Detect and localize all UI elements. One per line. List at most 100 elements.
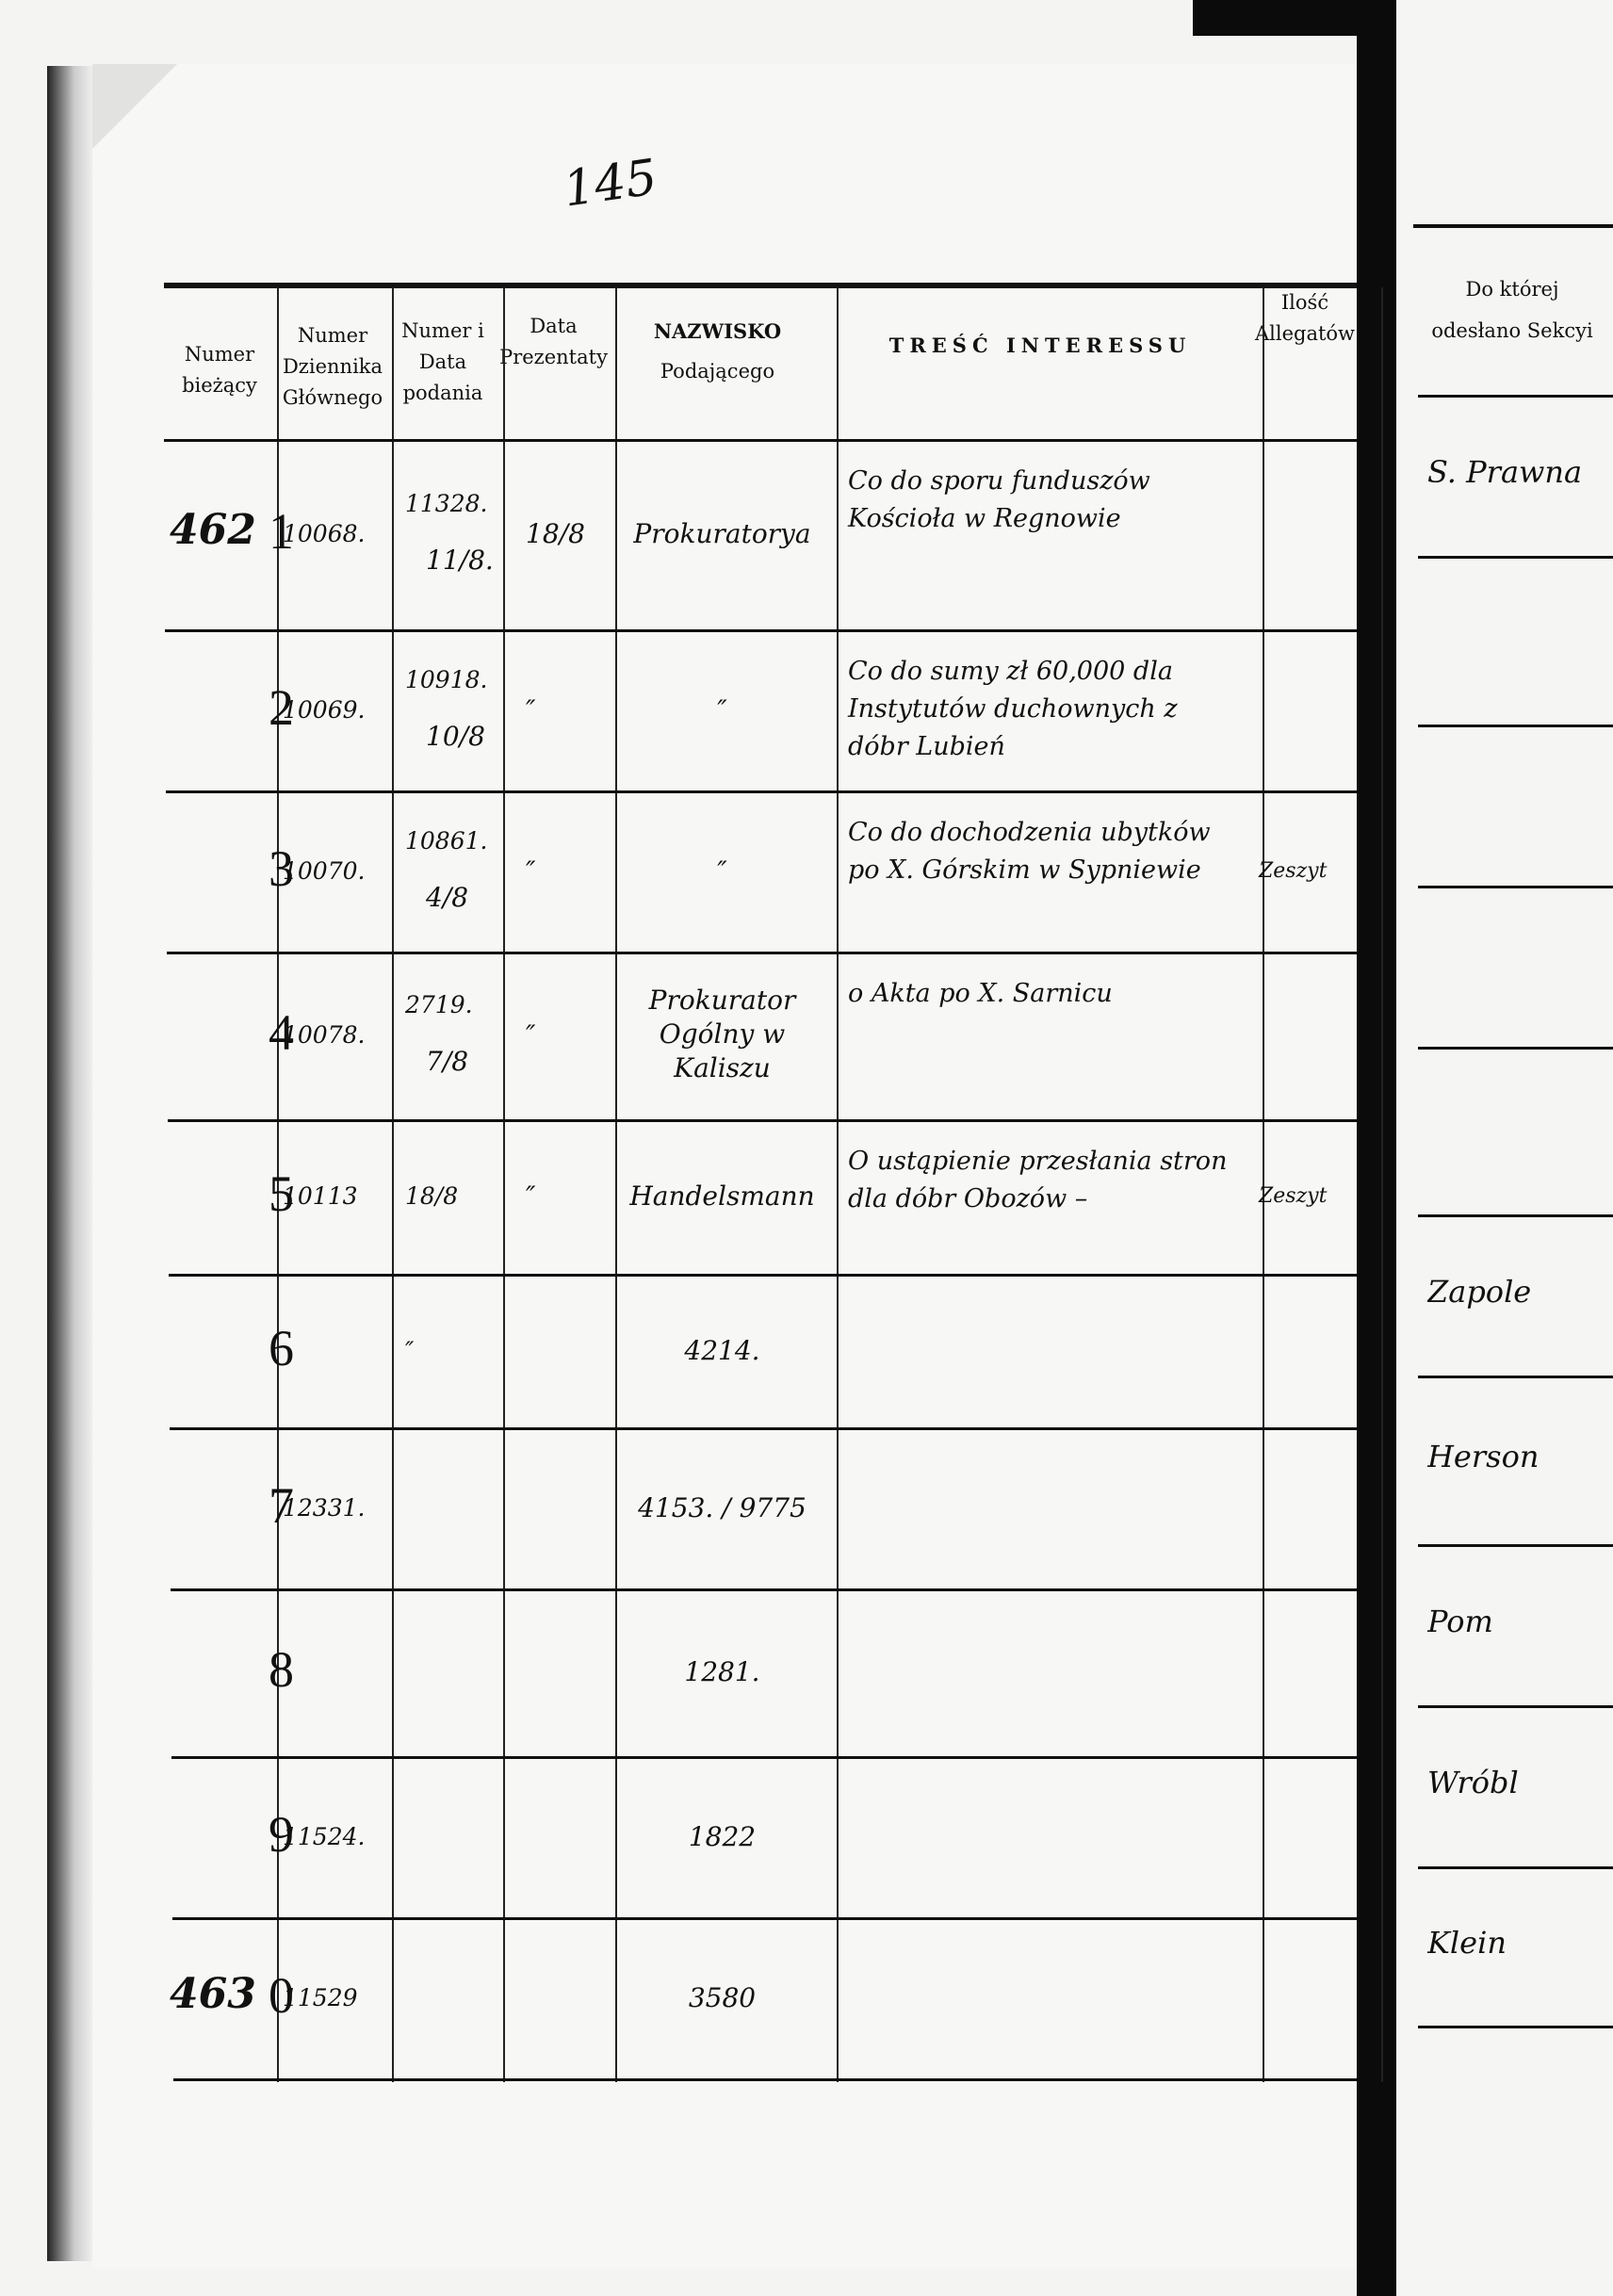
submitter-name: Handelsmann [629,1181,815,1212]
row-divider [169,1274,1357,1277]
header-nazwisko-sub: Podającego [660,360,775,383]
scan-edge [1193,0,1362,36]
register-page [92,64,1364,2269]
submission-number: 18/8 [405,1182,459,1210]
right-row-divider [1418,2026,1613,2028]
column-divider [1263,287,1264,2082]
book-spine [47,66,92,2261]
row-divider [166,790,1357,793]
submission-number: 2719. [405,991,473,1018]
row-number: 2 [269,678,294,736]
binding-gutter [1357,0,1396,2296]
attachments-count: Zeszyt [1259,858,1328,883]
submitter-name: 4153. / 9775 [638,1491,806,1523]
row-number: 9 [269,1805,294,1863]
submission-date: 7/8 [426,1046,469,1077]
row-number: 5 [269,1165,294,1222]
header-data-prezentaty: Data Prezentaty [499,315,608,368]
row-number: 6 [269,1319,294,1376]
journal-number: 11529 [283,1983,358,2011]
section-entry: Wróbl [1427,1765,1519,1799]
row-number: 4 [269,1004,294,1061]
row-number: 8 [269,1641,294,1698]
submission-number: 10861. [405,826,488,855]
column-divider [392,287,394,2082]
submitter-name: 1822 [688,1820,757,1852]
submitter-name: 4214. [684,1334,760,1366]
section-entry: Herson [1427,1439,1540,1474]
row-number: 1 [269,503,294,560]
right-row-divider [1418,886,1613,888]
right-row-divider [1418,556,1613,559]
journal-number: 12331. [283,1493,366,1522]
matter-content: O ustąpienie przesłania stron dla dóbr O… [848,1147,1228,1213]
submitter-name: ″ [717,855,727,887]
presentation-date: 18/8 [526,518,585,549]
section-entry: Klein [1427,1925,1507,1960]
section-entry: Pom [1427,1604,1493,1638]
submission-date: 11/8. [426,545,494,576]
submission-date: 4/8 [426,881,469,913]
submitter-name: 3580 [688,1981,757,2013]
header-numer-dziennika: Numer Dziennika Głównego [282,324,383,409]
journal-number: 11524. [283,1822,366,1850]
presentation-date: ″ [526,1181,536,1212]
row-divider [171,1588,1357,1591]
header-sekcja: Do której odesłano Sekcyi [1431,278,1593,342]
submitter-name: 1281. [684,1656,760,1687]
right-row-divider [1418,1376,1613,1378]
journal-number: 10078. [283,1021,366,1049]
margin-number: 463 [170,1969,256,2018]
column-divider [1381,287,1383,2082]
submission-number: 10918. [405,665,488,693]
section-entry: Zapole [1427,1274,1532,1309]
presentation-date: ″ [526,855,536,887]
row-number: 3 [269,839,294,897]
journal-number: 10069. [283,695,366,724]
submitter-name: Prokuratorya [633,518,811,549]
submission-number: ″ [405,1336,415,1364]
row-number: 7 [269,1476,294,1534]
submitter-name: Prokurator Ogólny w Kaliszu [648,985,796,1083]
journal-number: 10113 [283,1182,358,1210]
right-row-divider [1418,1214,1613,1217]
column-divider [503,287,505,2082]
row-divider [173,2078,1357,2081]
right-row-divider [1418,1866,1613,1869]
right-row-divider [1418,1047,1613,1050]
header-numer-data-podania: Numer i Data podania [401,319,484,404]
row-divider [171,1756,1357,1759]
margin-number: 462 [170,506,256,554]
presentation-date: ″ [526,693,536,725]
header-nazwisko-title: NAZWISKO [653,319,782,343]
journal-number: 10070. [283,856,366,885]
header-nazwisko: NAZWISKO Podającego [608,316,827,387]
submission-number: 11328. [405,490,488,517]
journal-number: 10068. [283,520,366,547]
row-divider [168,1119,1357,1122]
matter-content: o Akta po X. Sarnicu [848,979,1113,1008]
submission-date: 10/8 [426,720,485,752]
folded-corner [92,64,177,149]
row-number: 0 [269,1966,294,2024]
column-divider [615,287,617,2082]
attachments-count: Zeszyt [1259,1184,1328,1208]
submitter-name: ″ [717,693,727,725]
row-divider [172,1917,1357,1920]
column-divider [277,287,279,2082]
right-row-divider [1418,395,1613,398]
row-divider [164,439,1357,442]
header-numer-biezacy: Numer bieżący [182,343,257,397]
facing-page [1396,0,1613,2296]
header-top-rule [164,283,1357,288]
row-divider [165,629,1357,632]
column-divider [837,287,839,2082]
header-ilosc: Ilość Allegatów [1254,291,1356,345]
row-divider [170,1427,1357,1430]
matter-content: Co do dochodzenia ubytków po X. Górskim … [848,818,1211,885]
header-tresc: TREŚĆ INTERESSU [888,334,1192,357]
matter-content: Co do sumy zł 60,000 dla Instytutów duch… [848,657,1178,761]
section-entry: S. Prawna [1427,454,1583,489]
presentation-date: ″ [526,1019,536,1050]
matter-content: Co do sporu funduszów Kościoła w Regnowi… [848,466,1150,533]
